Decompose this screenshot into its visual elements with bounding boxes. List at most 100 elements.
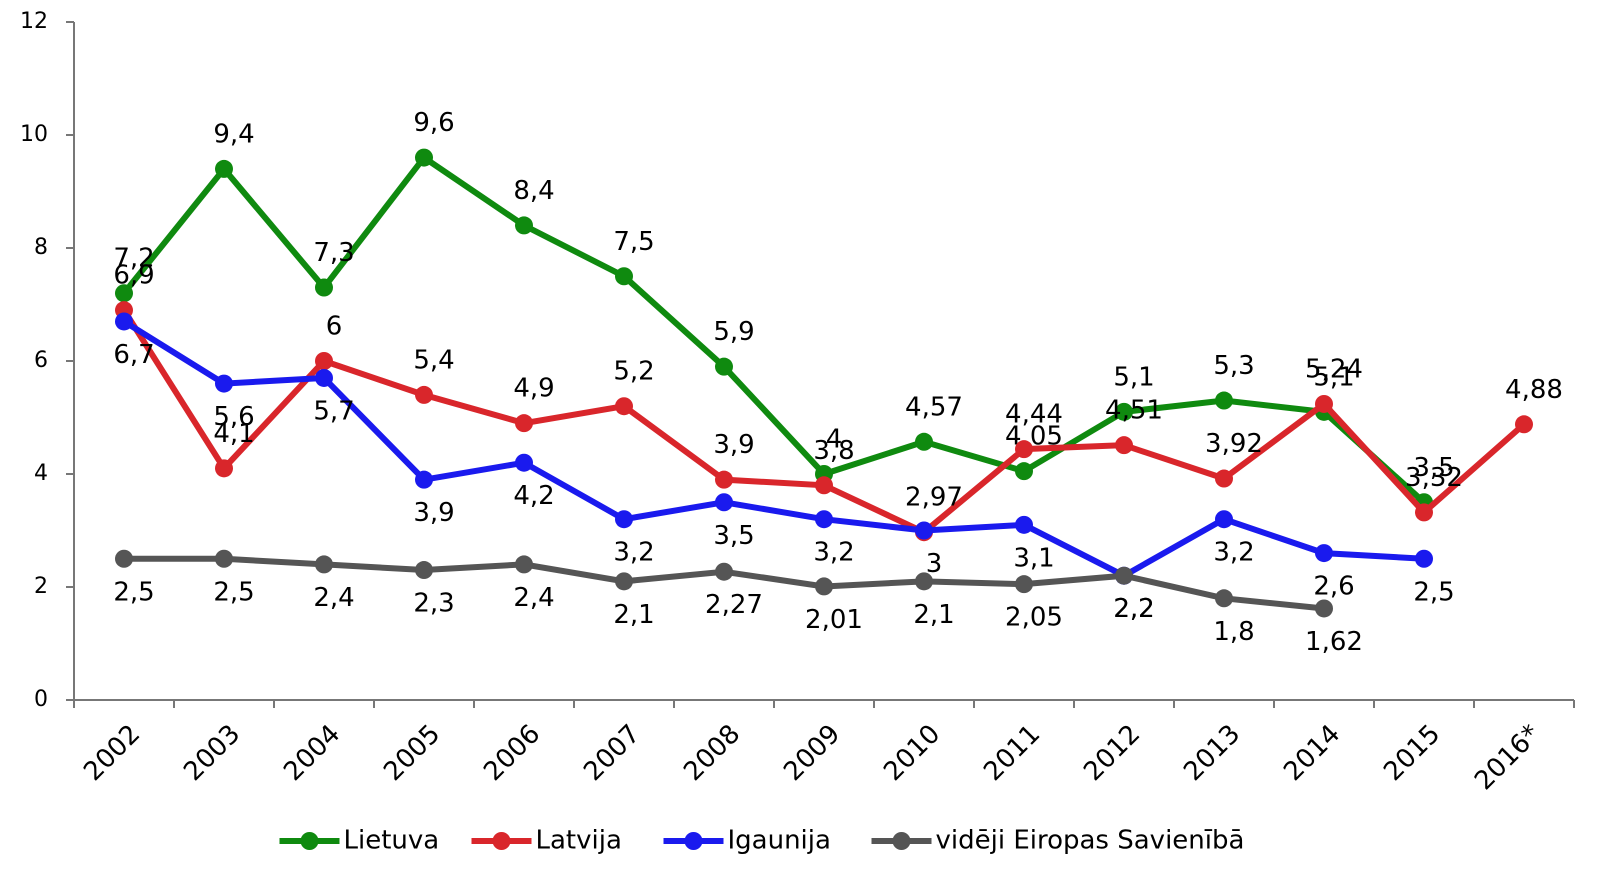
data-point: [715, 470, 733, 489]
data-point: [115, 312, 133, 331]
data-point: [515, 555, 533, 574]
legend-marker: [492, 832, 511, 850]
data-point: [515, 453, 533, 472]
data-point: [915, 432, 933, 451]
data-label: 6,7: [113, 340, 154, 370]
data-label: 2,1: [913, 600, 954, 630]
data-point: [1015, 515, 1033, 534]
data-point: [515, 414, 533, 433]
data-label: 2,5: [113, 577, 154, 607]
data-point: [1015, 575, 1033, 594]
data-point: [1015, 462, 1033, 481]
data-label: 6: [326, 312, 343, 342]
x-tick-label: 2002: [78, 719, 146, 787]
data-label: 5,2: [613, 357, 654, 387]
data-point: [615, 397, 633, 416]
data-point: [1215, 469, 1233, 488]
data-label: 3,5: [713, 521, 754, 551]
data-label: 7,5: [613, 227, 654, 257]
data-point: [415, 148, 433, 167]
x-tick-label: 2014: [1278, 719, 1346, 787]
data-label: 6,9: [113, 261, 154, 291]
data-label: 1,62: [1305, 627, 1363, 657]
data-label: 2,01: [805, 605, 863, 635]
data-label: 2,27: [705, 590, 763, 620]
data-label: 8,4: [513, 176, 554, 206]
x-tick-label: 2012: [1078, 719, 1146, 787]
data-point: [315, 368, 333, 387]
data-label: 5,24: [1305, 354, 1363, 384]
y-tick-label: 2: [34, 574, 48, 599]
data-label: 4,9: [513, 374, 554, 404]
data-point: [315, 555, 333, 574]
data-point: [215, 459, 233, 478]
data-point: [1115, 566, 1133, 585]
data-label: 7,3: [313, 238, 354, 268]
data-point: [615, 267, 633, 286]
data-point: [1315, 544, 1333, 563]
data-point: [215, 549, 233, 568]
legend-label: Latvija: [536, 826, 622, 856]
x-tick-label: 2006: [478, 719, 546, 787]
data-point: [915, 521, 933, 540]
data-point: [315, 278, 333, 297]
data-point: [1015, 440, 1033, 459]
data-label: 3,9: [713, 430, 754, 460]
data-label: 3,5: [1413, 453, 1454, 483]
data-label: 5,6: [213, 402, 254, 432]
data-label: 3,32: [1405, 463, 1463, 493]
data-label: 3,2: [813, 538, 854, 568]
data-label: 9,6: [413, 108, 454, 138]
y-tick-label: 4: [34, 461, 48, 486]
data-label: 4,1: [213, 419, 254, 449]
data-label: 2,1: [613, 600, 654, 630]
data-point: [715, 493, 733, 512]
data-point: [615, 510, 633, 529]
data-point: [715, 357, 733, 376]
data-point: [215, 159, 233, 178]
legend-marker: [892, 832, 911, 850]
data-point: [1115, 402, 1133, 421]
data-point: [815, 510, 833, 529]
data-label: 9,4: [213, 119, 254, 149]
data-label: 2,3: [413, 589, 454, 619]
data-label: 1,8: [1213, 617, 1254, 647]
data-point: [1315, 599, 1333, 618]
data-point: [1415, 503, 1433, 522]
data-label: 4,44: [1005, 400, 1063, 430]
legend-label: Lietuva: [344, 826, 440, 856]
x-tick-label: 2005: [378, 719, 446, 787]
series-line: [122, 318, 1425, 580]
y-tick-label: 8: [34, 235, 48, 260]
data-point: [815, 577, 833, 596]
data-label: 2,4: [313, 583, 354, 613]
data-label: 3,2: [613, 538, 654, 568]
x-tick-label: 2016*: [1469, 719, 1546, 796]
y-tick-label: 12: [20, 9, 48, 34]
data-label: 3,8: [813, 436, 854, 466]
data-label: 2,5: [213, 577, 254, 607]
x-tick-label: 2007: [578, 719, 646, 787]
data-point: [1215, 589, 1233, 608]
data-label: 2,6: [1313, 572, 1354, 602]
data-point: [1215, 510, 1233, 529]
data-label: 2,4: [513, 583, 554, 613]
data-label: 2,05: [1005, 603, 1063, 633]
data-point: [115, 549, 133, 568]
data-point: [1515, 415, 1533, 434]
legend-marker: [300, 832, 319, 850]
data-label: 4,88: [1505, 375, 1563, 405]
data-label: 2,2: [1113, 594, 1154, 624]
x-tick-label: 2004: [278, 719, 346, 787]
data-label: 5,1: [1113, 362, 1154, 392]
data-label: 4: [826, 425, 843, 455]
legend-marker: [684, 832, 703, 850]
series-line: [121, 153, 1427, 505]
data-point: [1115, 436, 1133, 455]
data-point: [815, 476, 833, 495]
data-label: 3,1: [1013, 543, 1054, 573]
data-point: [415, 561, 433, 580]
data-label: 3,92: [1205, 429, 1263, 459]
data-point: [615, 572, 633, 591]
